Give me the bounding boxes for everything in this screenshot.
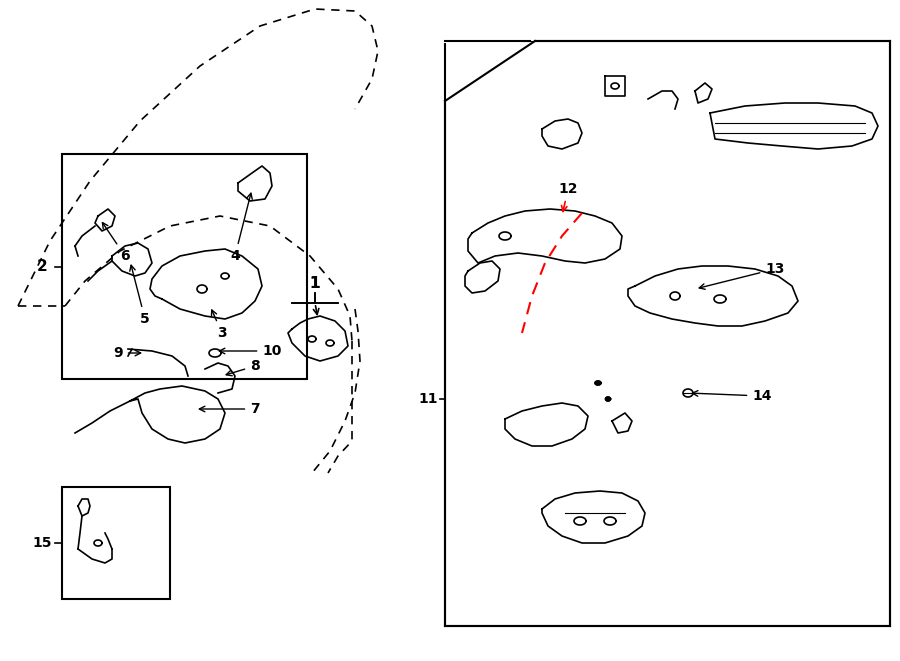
Text: 6: 6 <box>103 223 130 263</box>
Text: 7: 7 <box>199 402 260 416</box>
Text: 15: 15 <box>32 536 52 550</box>
Text: 2: 2 <box>37 259 48 274</box>
Text: 10: 10 <box>220 344 282 358</box>
Text: 8: 8 <box>226 359 260 376</box>
Text: 5: 5 <box>130 265 150 326</box>
Bar <box>62 154 307 379</box>
Text: 13: 13 <box>699 262 785 290</box>
Text: 1: 1 <box>310 276 320 290</box>
Polygon shape <box>606 397 610 401</box>
Text: 3: 3 <box>212 310 227 340</box>
Text: 11: 11 <box>418 392 437 406</box>
Text: 12: 12 <box>558 182 578 212</box>
Bar <box>62 487 170 599</box>
Polygon shape <box>595 381 601 385</box>
Bar <box>445 41 890 626</box>
Bar <box>445 21 535 41</box>
Text: 4: 4 <box>230 193 252 263</box>
Text: 9: 9 <box>113 346 140 360</box>
Text: 14: 14 <box>692 389 772 403</box>
Text: 1: 1 <box>310 276 320 290</box>
